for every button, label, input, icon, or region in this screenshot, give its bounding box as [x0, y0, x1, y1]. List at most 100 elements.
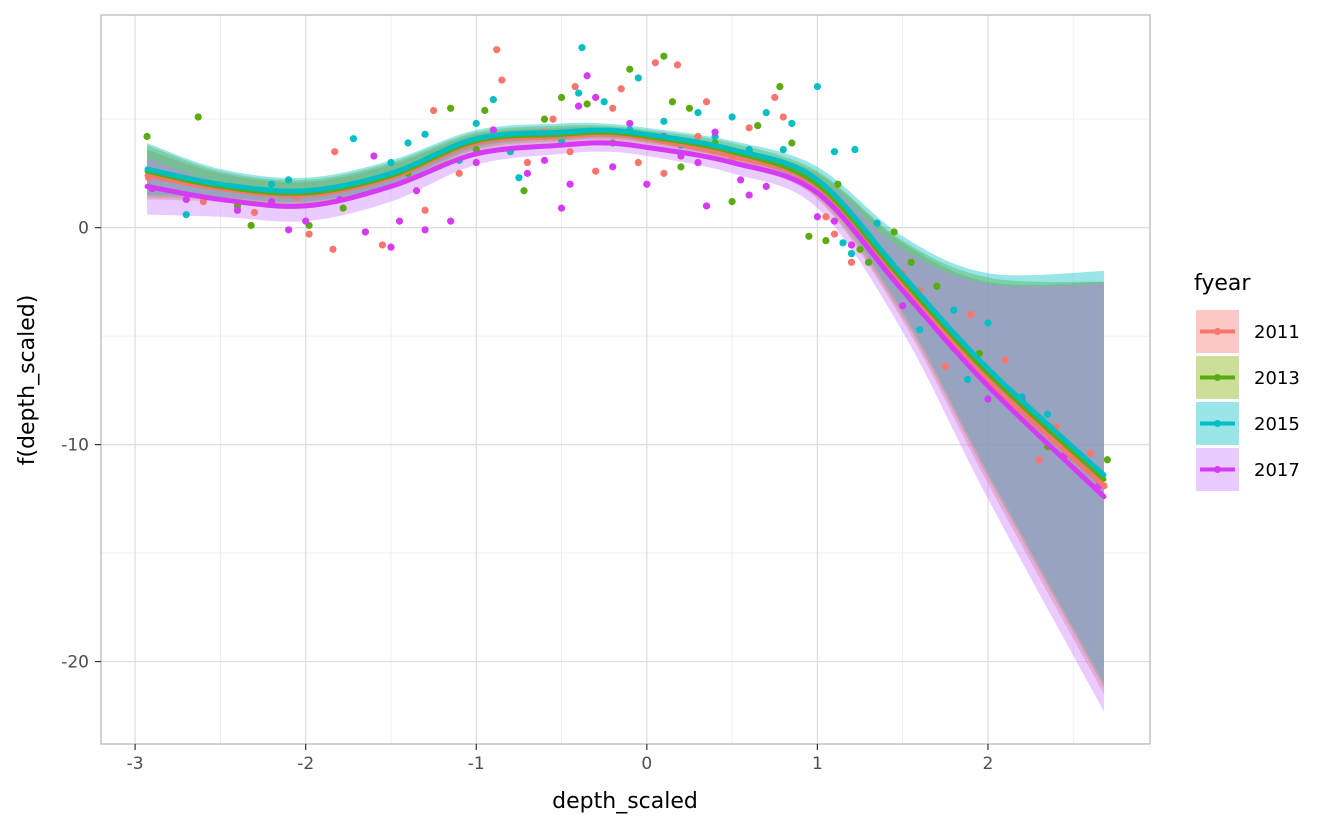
data-point-2011: [694, 132, 702, 141]
data-point-2011: [609, 104, 617, 112]
legend-point-2013: [1214, 374, 1221, 381]
data-point-2015: [1044, 410, 1052, 418]
data-point-2015: [182, 211, 190, 219]
data-point-2015: [779, 145, 787, 154]
data-point-2015: [788, 119, 796, 128]
legend-label-2017: 2017: [1254, 460, 1300, 481]
data-point-2011: [455, 169, 463, 177]
data-point-2017: [421, 226, 429, 234]
legend-title: fyear: [1194, 271, 1251, 296]
x-axis-ticks: -3 -2 -1 0 1 2: [127, 744, 994, 774]
smooth-line-2017: [144, 140, 1107, 500]
data-point-2011: [822, 213, 830, 221]
legend-point-2011: [1214, 328, 1221, 335]
data-point-2013: [933, 282, 941, 290]
data-point-2011: [378, 241, 387, 249]
data-point-2017: [302, 217, 310, 225]
data-point-2017: [711, 128, 719, 136]
data-point-2017: [395, 217, 404, 225]
smooth-line-2015: [144, 127, 1107, 478]
data-point-2017: [233, 206, 242, 214]
data-point-2011: [771, 93, 779, 102]
data-point-2011: [660, 169, 668, 177]
x-tick-label: 2: [983, 754, 994, 774]
data-point-2011: [571, 82, 579, 91]
data-point-2013: [583, 100, 591, 108]
data-point-2017: [574, 102, 583, 110]
data-point-2015: [578, 43, 586, 52]
data-point-2011: [523, 158, 532, 167]
y-tick-label: 0: [78, 219, 89, 239]
data-point-2015: [963, 375, 972, 384]
data-point-2015: [349, 135, 358, 143]
data-point-2011: [1035, 456, 1043, 464]
data-point-2015: [489, 96, 497, 104]
data-point-2013: [776, 82, 784, 91]
data-point-2017: [847, 241, 856, 249]
data-point-2011: [331, 148, 339, 156]
data-point-2011: [745, 124, 753, 132]
data-point-2015: [694, 109, 702, 117]
data-point-2017: [813, 213, 821, 221]
legend-label-2015: 2015: [1254, 414, 1300, 435]
legend-label-2013: 2013: [1254, 368, 1300, 389]
data-point-2015: [574, 89, 583, 97]
data-point-2017: [984, 395, 992, 403]
data-point-2017: [592, 93, 600, 102]
data-point-2017: [609, 163, 617, 171]
data-point-2013: [788, 139, 796, 147]
data-point-2017: [523, 169, 532, 177]
data-point-2013: [660, 52, 668, 60]
data-point-2011: [967, 310, 975, 319]
data-point-2015: [762, 109, 770, 117]
data-point-2011: [329, 245, 337, 253]
x-tick-label: 1: [812, 754, 823, 774]
confidence-band-2013: [147, 124, 1104, 688]
data-point-2015: [515, 174, 523, 182]
data-point-2015: [267, 180, 276, 188]
data-point-2017: [702, 202, 711, 210]
data-point-2015: [421, 130, 429, 138]
data-point-2017: [285, 226, 293, 234]
data-point-2013: [143, 132, 151, 141]
data-point-2011: [493, 46, 501, 54]
x-tick-label: -3: [127, 754, 144, 774]
data-point-2015: [847, 250, 856, 258]
data-point-2015: [472, 119, 480, 128]
data-point-2015: [387, 158, 395, 167]
x-tick-label: -2: [297, 754, 314, 774]
legend-point-2015: [1214, 420, 1221, 427]
data-point-2015: [813, 82, 821, 91]
panel-border: [100, 14, 1151, 745]
y-axis-title: f(depth_scaled): [15, 295, 40, 466]
x-tick-label: 0: [641, 754, 652, 774]
data-point-2011: [673, 61, 682, 69]
data-point-2017: [830, 217, 839, 225]
data-point-2017: [412, 187, 421, 195]
data-point-2015: [404, 139, 412, 147]
data-point-2011: [1086, 449, 1094, 457]
data-point-2017: [540, 156, 549, 164]
data-point-2011: [498, 76, 506, 84]
data-point-2015: [984, 319, 992, 327]
data-point-2013: [540, 115, 549, 123]
data-point-2011: [941, 362, 949, 371]
data-point-2017: [745, 191, 753, 199]
data-point-2011: [617, 85, 625, 93]
data-point-2013: [626, 65, 634, 73]
data-point-2011: [634, 158, 642, 167]
data-point-2017: [762, 182, 770, 191]
data-point-2017: [557, 204, 566, 212]
data-point-2013: [339, 204, 347, 212]
data-point-2013: [685, 104, 694, 112]
data-point-2011: [1001, 356, 1009, 364]
data-point-2017: [694, 158, 702, 167]
data-point-2011: [651, 59, 659, 67]
data-point-2017: [566, 180, 574, 188]
data-point-2017: [361, 228, 369, 236]
data-point-2013: [520, 187, 528, 195]
data-point-2015: [950, 306, 958, 314]
data-point-2013: [856, 245, 864, 253]
data-point-2013: [890, 228, 898, 236]
data-point-2017: [182, 195, 190, 204]
